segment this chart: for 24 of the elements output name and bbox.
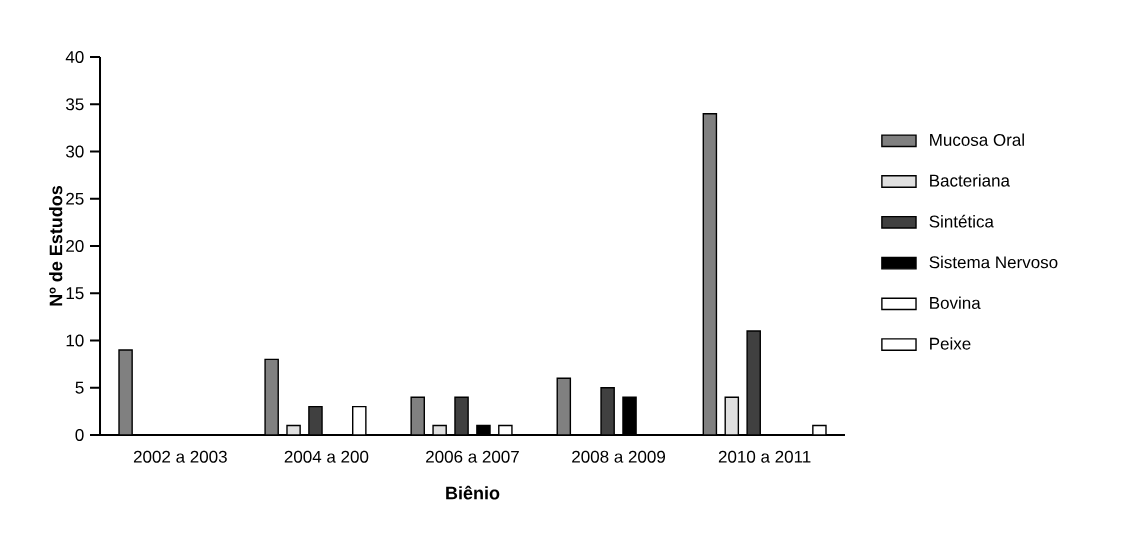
y-tick-label: 35 (66, 98, 84, 111)
y-axis-title: Nº de Estudos (49, 185, 63, 306)
y-tick-label: 30 (66, 145, 84, 158)
x-tick-label: 2002 a 2003 (133, 450, 227, 463)
legend-label: Bovina (930, 296, 981, 309)
legend-label: Sistema Nervoso (929, 255, 1058, 269)
y-tick-label: 15 (66, 287, 84, 300)
x-tick-label: 2006 a 2007 (426, 450, 519, 463)
y-tick-label: 5 (75, 381, 84, 394)
legend-label: Mucosa Oral (930, 133, 1024, 146)
x-tick-label: 2004 a 200 (284, 450, 369, 463)
x-tick-label: 2008 a 2009 (572, 450, 666, 463)
x-tick-label: 2010 a 2011 (718, 450, 811, 463)
legend-label: Sintética (929, 214, 994, 228)
y-tick-label: 40 (65, 50, 84, 64)
bar (702, 113, 718, 435)
bar (746, 330, 761, 435)
y-tick-label: 20 (66, 239, 84, 252)
y-tick-label: 0 (75, 428, 84, 441)
legend-label: Bacteriana (930, 174, 1010, 187)
legend-label: Peixe (930, 337, 971, 350)
y-tick-label: 10 (66, 334, 84, 347)
y-tick-label: 25 (66, 192, 84, 205)
x-axis-title: Biênio (446, 485, 500, 500)
